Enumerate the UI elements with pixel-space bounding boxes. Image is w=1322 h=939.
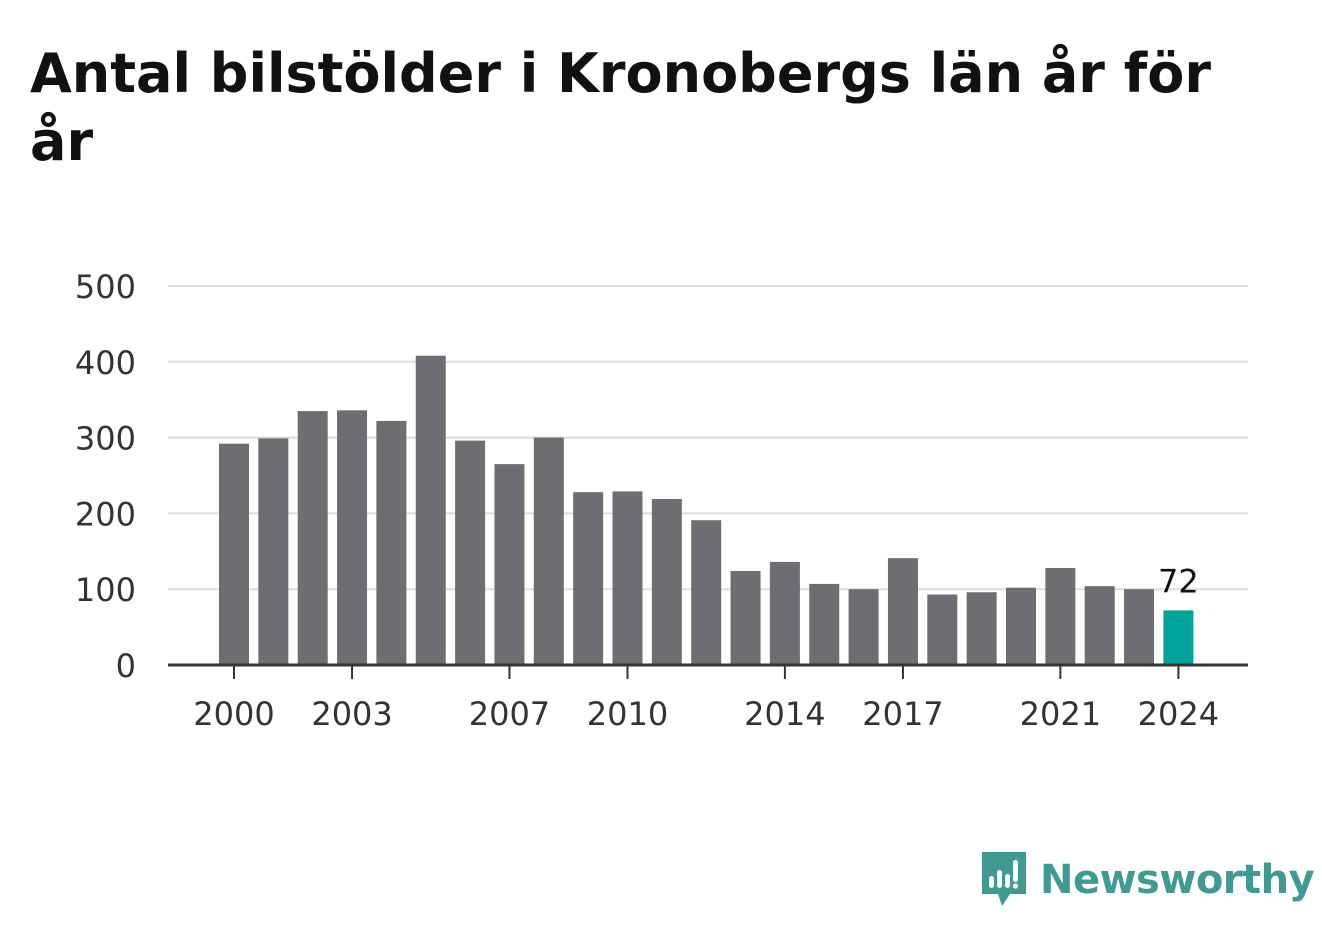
- bar: [376, 420, 407, 665]
- x-tick-label: 2014: [744, 695, 825, 733]
- x-tick-label: 2024: [1138, 695, 1219, 733]
- bar: [1084, 586, 1115, 665]
- x-tick-label: 2000: [193, 695, 274, 733]
- x-tick-label: 2021: [1020, 695, 1101, 733]
- bar: [691, 520, 722, 665]
- bar: [1045, 567, 1076, 665]
- bar: [651, 498, 682, 665]
- y-tick-label: 0: [116, 647, 136, 685]
- newsworthy-logo-icon: [982, 852, 1026, 906]
- bar: [415, 355, 446, 665]
- bar: [1006, 587, 1036, 665]
- bar: [966, 592, 997, 665]
- bar: [337, 410, 368, 665]
- bar: [1163, 610, 1194, 665]
- y-tick-label: 100: [75, 571, 136, 609]
- bar: [927, 594, 958, 665]
- x-tick-label: 2003: [311, 695, 392, 733]
- y-tick-label: 500: [75, 268, 136, 306]
- bar: [455, 440, 486, 665]
- bar: [533, 437, 564, 665]
- x-tick-label: 2017: [862, 695, 943, 733]
- bar: [1124, 589, 1155, 665]
- bar: [887, 558, 918, 665]
- y-tick-label: 400: [75, 344, 136, 382]
- bar: [848, 589, 879, 665]
- x-tick-label: 2010: [587, 695, 668, 733]
- brand-name: Newsworthy: [1040, 857, 1315, 903]
- chart-title: Antal bilstölder i Kronobergs län år för…: [30, 42, 1211, 173]
- bar: [730, 571, 761, 665]
- bar: [297, 411, 328, 665]
- x-tick-label: 2007: [469, 695, 550, 733]
- bar: [573, 492, 604, 665]
- bar: [612, 491, 643, 665]
- bar: [494, 464, 525, 665]
- y-tick-label: 300: [75, 420, 136, 458]
- bar: [809, 583, 840, 665]
- bar: [769, 561, 800, 665]
- bar: [258, 438, 289, 665]
- data-label: 72: [1158, 562, 1199, 600]
- brand-logo: Newsworthy: [980, 850, 1315, 910]
- y-tick-label: 200: [75, 495, 136, 533]
- bar: [219, 443, 249, 665]
